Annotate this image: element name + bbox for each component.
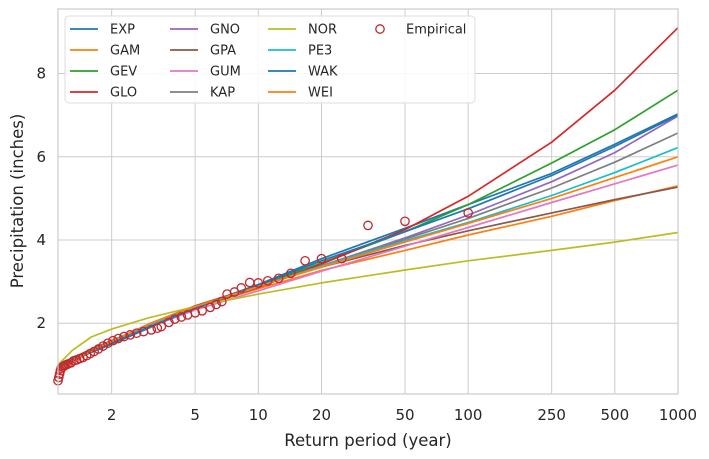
legend-label: EXP [110, 23, 135, 38]
empirical-point [119, 331, 129, 342]
x-tick-label: 5 [190, 406, 200, 424]
empirical-point [197, 305, 208, 316]
series-line-nor [57, 231, 679, 366]
x-tick-label: 50 [395, 406, 414, 424]
legend-label: GAM [110, 44, 140, 59]
x-tick-label: 10 [249, 406, 268, 424]
x-tick-label: 20 [312, 406, 331, 424]
x-tick-label: 500 [601, 406, 630, 424]
x-tick-label: 250 [537, 406, 566, 424]
empirical-point [190, 307, 201, 318]
plot-frame [57, 8, 679, 395]
empirical-point [286, 268, 296, 279]
empirical-point [253, 278, 264, 288]
legend-label: KAP [210, 86, 235, 101]
y-tick-labels: 2 4 6 8 [36, 65, 46, 333]
empirical-point [400, 216, 410, 227]
legend-label: NOR [308, 23, 337, 38]
empirical-point [229, 287, 240, 297]
empirical-point [236, 283, 247, 293]
legend-label: GNO [210, 23, 240, 38]
empirical-point [98, 341, 108, 351]
empirical-point [146, 325, 157, 335]
legend-label: WEI [308, 86, 333, 101]
legend-label: PE3 [308, 44, 332, 59]
legend-box [64, 15, 476, 104]
empirical-point [169, 314, 180, 324]
y-tick-label: 6 [36, 148, 46, 166]
y-tick-label: 8 [36, 65, 46, 83]
empirical-point [216, 296, 227, 307]
legend-label: GUM [210, 65, 241, 80]
legend-label: GEV [110, 65, 137, 80]
empirical-points [53, 208, 474, 386]
empirical-point [125, 330, 136, 340]
x-axis-label: Return period (year) [284, 431, 452, 450]
empirical-point [108, 335, 118, 346]
empirical-point [262, 275, 273, 286]
legend-marker [375, 24, 385, 34]
legend-label: GPA [210, 44, 236, 59]
empirical-point [211, 299, 222, 310]
empirical-point [103, 338, 113, 349]
empirical-point [273, 273, 284, 284]
y-tick-label: 4 [36, 231, 46, 249]
empirical-point [113, 333, 124, 344]
empirical-point [66, 357, 76, 368]
empirical-point [300, 255, 310, 266]
empirical-point [205, 302, 216, 313]
legend-label: WAK [308, 65, 338, 80]
empirical-point [93, 344, 104, 354]
empirical-point [463, 208, 474, 218]
empirical-point [336, 253, 347, 264]
empirical-point [176, 312, 187, 322]
legend-label: GLO [110, 86, 137, 101]
legend-label: Empirical [406, 23, 466, 38]
x-tick-labels: 2 5 10 20 50 100 250 500 1000 [107, 406, 697, 424]
empirical-point [363, 220, 373, 231]
x-tick-label: 1000 [659, 406, 697, 424]
empirical-point [156, 321, 167, 332]
y-axis-label: Precipitation (inches) [8, 114, 27, 289]
x-tick-label: 2 [107, 406, 117, 424]
legend: EXP GAM GEV GLO GNO GPA GUM KAP NOR PE3 WAK WEI Empi… [64, 15, 476, 104]
empirical-point [316, 253, 327, 264]
y-tick-label: 2 [36, 314, 46, 332]
x-tick-label: 100 [454, 406, 483, 424]
empirical-point [131, 328, 142, 339]
